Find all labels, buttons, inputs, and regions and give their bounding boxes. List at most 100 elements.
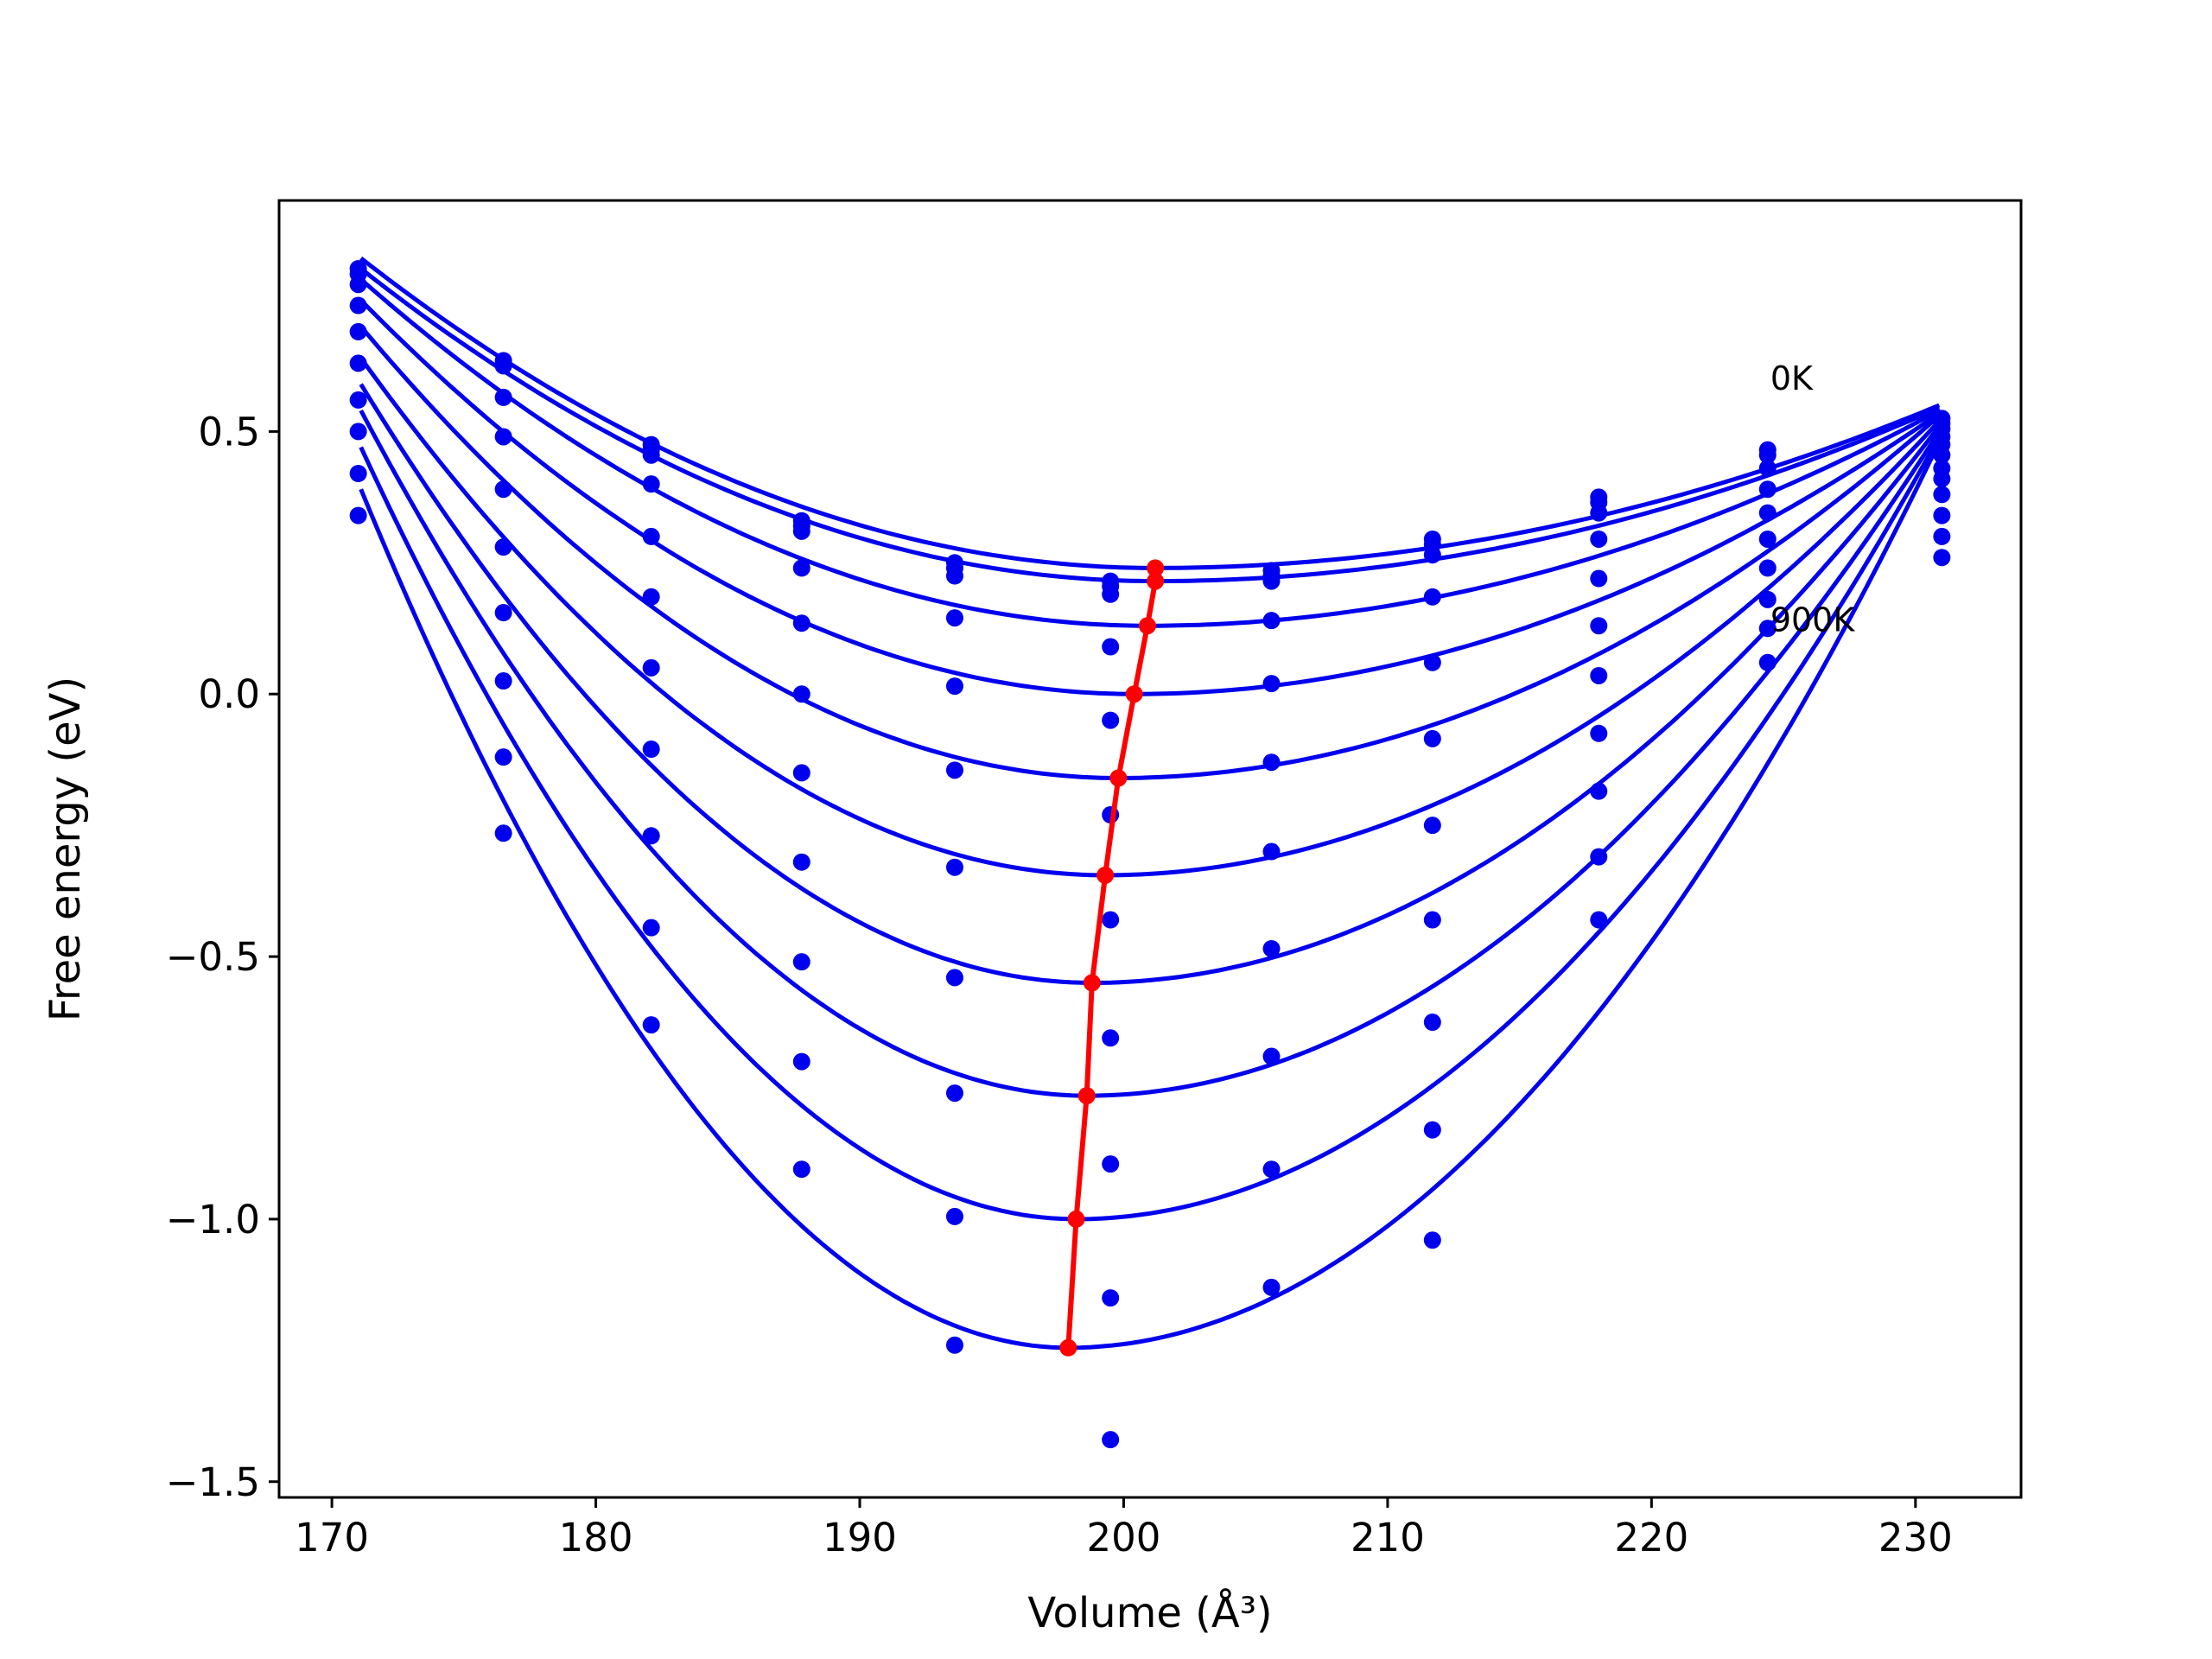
data-point	[494, 538, 512, 556]
data-point	[642, 475, 660, 493]
data-point	[1758, 530, 1777, 548]
minimum-point	[1125, 685, 1143, 703]
data-point	[1102, 1155, 1120, 1173]
data-point	[1102, 1029, 1120, 1047]
x-tick-label: 170	[295, 1515, 369, 1560]
data-point	[1423, 546, 1441, 564]
data-point	[1590, 530, 1608, 548]
x-axis-label: Volume (Å³)	[1027, 1588, 1272, 1637]
data-point	[1590, 569, 1608, 588]
data-point	[1423, 653, 1441, 671]
data-point	[642, 918, 660, 937]
minimum-point	[1059, 1338, 1077, 1357]
x-tick-label: 220	[1614, 1515, 1688, 1560]
data-point	[945, 567, 963, 585]
data-point	[1758, 504, 1777, 522]
minimum-point	[1067, 1210, 1085, 1228]
data-point	[1758, 446, 1777, 464]
data-point	[1758, 620, 1777, 638]
data-point	[1423, 911, 1441, 929]
data-point	[1423, 729, 1441, 747]
minimum-line	[1065, 568, 1159, 1348]
data-point	[642, 1016, 660, 1034]
series-group	[349, 256, 1951, 1449]
data-point	[792, 853, 810, 871]
y-tick-label: −1.5	[166, 1459, 260, 1505]
annotation-label: 900K	[1770, 601, 1856, 639]
data-point	[1933, 470, 1951, 488]
data-point	[1262, 842, 1281, 861]
data-point	[1590, 666, 1608, 684]
annotations: 0K 900K	[1770, 359, 1856, 639]
data-point	[1590, 504, 1608, 522]
fit-curve-8	[359, 435, 1942, 1222]
data-point	[945, 1336, 963, 1354]
data-point	[494, 428, 512, 446]
data-point	[945, 761, 963, 779]
minimum-point	[1077, 1087, 1096, 1105]
data-point	[349, 506, 367, 524]
data-point	[1262, 939, 1281, 957]
y-tick-label: 0.0	[198, 671, 260, 717]
axes-frame	[277, 199, 2023, 1499]
data-point	[1423, 1121, 1441, 1139]
fit-curve-6	[359, 383, 1942, 986]
data-point	[349, 296, 367, 315]
minimum-point	[1138, 617, 1156, 635]
data-point	[1423, 1231, 1441, 1249]
data-point	[1262, 1160, 1281, 1179]
annotation-label: 0K	[1770, 359, 1814, 397]
data-point	[1758, 590, 1777, 608]
data-point	[1262, 1047, 1281, 1065]
minimum-point	[1096, 866, 1115, 884]
y-tick-label: −1.0	[166, 1197, 260, 1243]
data-point	[1590, 911, 1608, 929]
fit-curve-5	[359, 356, 1942, 878]
x-tick-label: 200	[1087, 1515, 1161, 1560]
data-point	[1933, 549, 1951, 567]
data-point	[349, 391, 367, 409]
data-point	[1102, 911, 1120, 929]
data-point	[945, 1084, 963, 1103]
minimum-point	[1109, 769, 1128, 787]
data-point	[1102, 711, 1120, 729]
data-point	[642, 446, 660, 464]
data-point	[349, 465, 367, 482]
data-point	[1423, 817, 1441, 835]
data-point	[1423, 588, 1441, 606]
data-point	[792, 953, 810, 971]
minimum-point	[1147, 559, 1165, 577]
data-point	[1102, 585, 1120, 603]
y-axis-label: Free energy (eV)	[41, 677, 90, 1021]
data-point	[945, 969, 963, 987]
fit-curve-9	[359, 441, 1942, 1351]
data-point	[494, 357, 512, 375]
data-point	[1262, 1278, 1281, 1296]
data-point	[1590, 848, 1608, 866]
data-point	[1423, 1014, 1441, 1032]
y-tick-label: −0.5	[166, 934, 260, 980]
data-point	[494, 604, 512, 622]
data-point	[349, 423, 367, 441]
data-point	[792, 522, 810, 540]
data-point	[1262, 675, 1281, 693]
minimum-point	[1147, 572, 1165, 590]
data-point	[494, 480, 512, 499]
fit-curve-4	[359, 325, 1941, 781]
x-tick-label: 180	[559, 1515, 633, 1560]
data-point	[642, 527, 660, 545]
data-point	[1933, 486, 1951, 504]
data-point	[792, 559, 810, 577]
data-point	[1590, 724, 1608, 742]
data-point	[792, 685, 810, 703]
data-point	[642, 658, 660, 677]
data-point	[642, 827, 660, 845]
data-point	[1933, 527, 1951, 545]
data-point	[792, 1160, 810, 1179]
data-point	[349, 322, 367, 340]
data-point	[349, 276, 367, 294]
fit-curve-7	[359, 409, 1942, 1098]
data-point	[1758, 480, 1777, 499]
